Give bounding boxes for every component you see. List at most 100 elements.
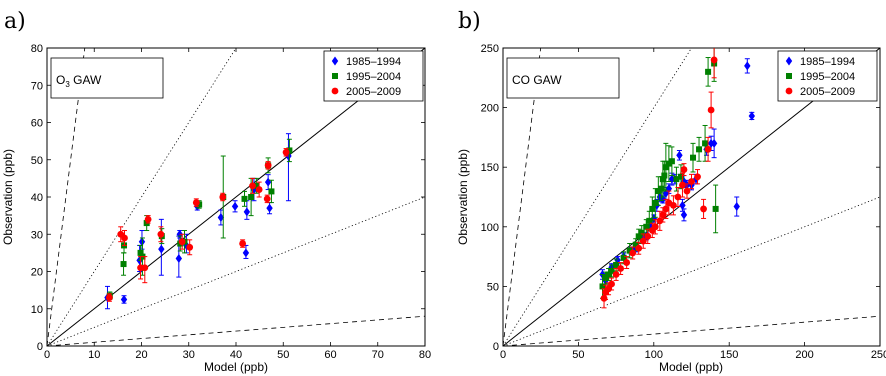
data-point — [612, 271, 620, 278]
y-axis-ticks: 0 10 20 30 40 50 60 70 80 — [31, 43, 425, 353]
x-tick-label: 30 — [183, 349, 195, 361]
data-point — [748, 111, 756, 121]
data-point — [673, 176, 680, 183]
data-point — [178, 238, 186, 246]
title-box-label: O3 GAW — [56, 73, 102, 89]
y-tick-label: 40 — [31, 192, 43, 204]
data-point — [658, 185, 665, 192]
series-circle — [600, 48, 718, 309]
data-point — [668, 158, 675, 165]
x-tick-label: 100 — [645, 349, 663, 361]
data-point — [662, 164, 669, 171]
data-point — [680, 210, 688, 220]
y-tick-label: 60 — [31, 118, 43, 130]
data-point — [219, 193, 227, 201]
data-point — [677, 173, 684, 180]
data-point — [676, 150, 683, 160]
data-point — [620, 254, 627, 261]
data-point — [635, 244, 643, 252]
data-point — [239, 240, 247, 247]
legend-label: 1985–1994 — [346, 56, 401, 68]
data-point — [249, 182, 256, 190]
data-point — [266, 203, 273, 213]
data-point — [646, 217, 653, 224]
x-tick-label: 80 — [419, 349, 431, 361]
x-axis-label: Model (ppb) — [659, 360, 723, 374]
data-point — [141, 264, 149, 272]
data-point — [623, 259, 631, 266]
data-point — [733, 202, 740, 212]
data-point — [661, 172, 668, 179]
series-circle — [105, 148, 290, 302]
data-marks — [104, 133, 293, 310]
data-point — [599, 283, 606, 290]
y-tick-label: 0 — [493, 341, 499, 353]
data-point — [248, 194, 255, 200]
data-point — [655, 188, 662, 195]
legend-label: 1995–2004 — [800, 71, 855, 83]
y-tick-label: 50 — [487, 281, 499, 293]
data-point — [120, 294, 128, 304]
panel-co: b) 0 50 100 150 200 250 0 50 100 150 200 250 Model… — [456, 9, 886, 374]
data-point — [659, 176, 666, 183]
data-point — [608, 267, 615, 274]
legend-marker — [785, 56, 793, 66]
legend-marker — [331, 56, 339, 66]
x-tick-label: 250 — [871, 349, 886, 361]
data-point — [643, 223, 650, 230]
data-point — [632, 241, 639, 248]
data-point — [192, 199, 200, 206]
data-point — [647, 222, 654, 232]
x-axis-ticks: 0 10 20 30 40 50 60 70 80 — [44, 48, 431, 361]
data-point — [679, 181, 686, 189]
data-point — [144, 215, 152, 223]
legend-label: 1995–2004 — [346, 71, 401, 83]
data-point — [608, 280, 615, 288]
data-point — [217, 212, 225, 222]
title-box-label: CO GAW — [512, 73, 562, 87]
data-point — [635, 233, 642, 240]
data-point — [707, 106, 715, 114]
data-point — [241, 195, 248, 202]
reference-line-dotted — [503, 48, 692, 346]
x-tick-label: 150 — [720, 349, 738, 361]
data-point — [264, 161, 272, 169]
data-point — [680, 166, 688, 173]
data-point — [688, 178, 695, 185]
x-tick-label: 200 — [795, 349, 813, 361]
data-point — [659, 211, 667, 219]
x-tick-label: 0 — [500, 349, 506, 361]
x-tick-label: 50 — [277, 349, 289, 361]
data-point — [638, 229, 645, 236]
data-point — [253, 182, 260, 189]
y-tick-label: 150 — [481, 162, 499, 174]
data-point — [639, 237, 647, 245]
x-axis-ticks: 0 50 100 150 200 250 — [500, 48, 886, 361]
data-point — [704, 145, 712, 153]
reference-line-dotted — [503, 196, 880, 346]
x-tick-label: 0 — [44, 349, 50, 361]
data-point — [602, 275, 609, 282]
data-point — [186, 243, 194, 251]
legend-marker — [332, 73, 338, 79]
legend-label: 2005–2009 — [800, 86, 855, 98]
y-tick-label: 70 — [31, 80, 43, 92]
data-point — [629, 249, 637, 257]
data-point — [605, 271, 612, 278]
data-point — [651, 223, 659, 231]
y-tick-label: 10 — [31, 304, 43, 316]
data-marks — [599, 48, 756, 309]
data-point — [286, 147, 293, 154]
y-axis-label: Observation (ppb) — [1, 149, 15, 245]
y-tick-label: 250 — [481, 43, 499, 55]
data-point — [662, 205, 670, 213]
y-tick-label: 50 — [31, 155, 43, 167]
data-point — [650, 213, 657, 223]
data-point — [263, 195, 271, 203]
x-tick-label: 60 — [324, 349, 336, 361]
reference-line-dashed — [503, 315, 880, 346]
data-point — [694, 173, 701, 181]
data-point — [710, 56, 718, 64]
data-point — [665, 160, 672, 167]
data-point — [626, 247, 633, 254]
